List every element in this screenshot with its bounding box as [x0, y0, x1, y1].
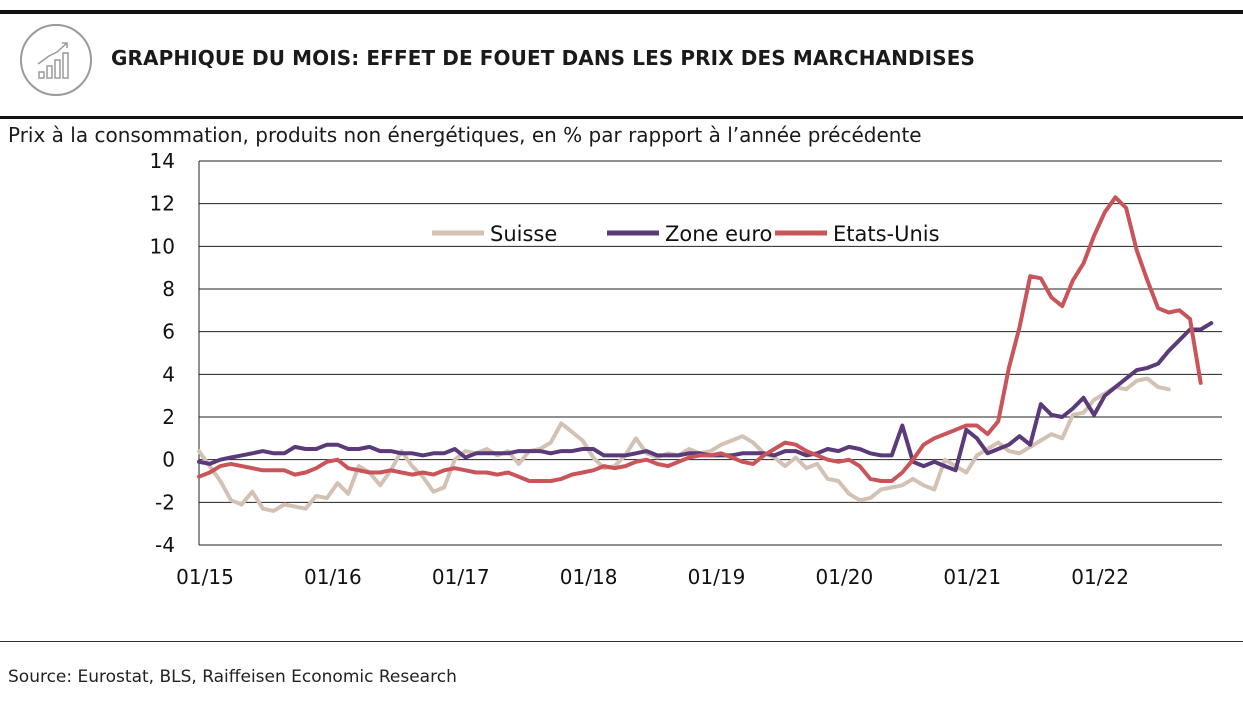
y-tick-label: 14 — [150, 150, 175, 173]
x-tick-label: 01/18 — [560, 565, 618, 589]
y-tick-label: 6 — [162, 320, 175, 344]
footer-rule — [0, 641, 1243, 642]
y-tick-label: 2 — [162, 405, 175, 429]
chart-title: Prix à la consommation, produits non éne… — [8, 123, 922, 147]
x-tick-label: 01/22 — [1071, 565, 1129, 589]
y-tick-label: -2 — [155, 490, 175, 514]
x-tick-label: 01/21 — [943, 565, 1001, 589]
x-tick-label: 01/20 — [816, 565, 874, 589]
page-title: GRAPHIQUE DU MOIS: EFFET DE FOUET DANS L… — [111, 46, 975, 70]
y-tick-label: 8 — [162, 277, 175, 301]
y-tick-label: -4 — [155, 533, 175, 557]
series-line-suisse — [197, 376, 1171, 513]
legend-label: Zone euro — [665, 222, 772, 246]
x-tick-label: 01/16 — [304, 565, 362, 589]
x-tick-label: 01/17 — [432, 565, 490, 589]
series-line-zone-euro — [197, 321, 1214, 473]
x-tick-label: 01/19 — [688, 565, 746, 589]
y-tick-label: 0 — [162, 448, 175, 472]
source-note: Source: Eurostat, BLS, Raiffeisen Econom… — [8, 667, 457, 687]
legend-label: Etats-Unis — [833, 222, 940, 246]
line-chart: 14 12 10 8 6 4 2 0 -2 -401/15 01/16 01/17 01/18 01/19… — [150, 150, 1222, 589]
y-tick-label: 12 — [150, 192, 175, 216]
bar-chart-growth-icon — [20, 24, 92, 96]
top-rule — [0, 10, 1243, 14]
x-tick-label: 01/15 — [176, 565, 234, 589]
legend-label: Suisse — [490, 222, 557, 246]
y-tick-label: 10 — [150, 234, 175, 258]
y-tick-label: 4 — [162, 362, 175, 386]
series-line-etats-unis — [197, 195, 1203, 483]
header-rule — [0, 116, 1243, 119]
